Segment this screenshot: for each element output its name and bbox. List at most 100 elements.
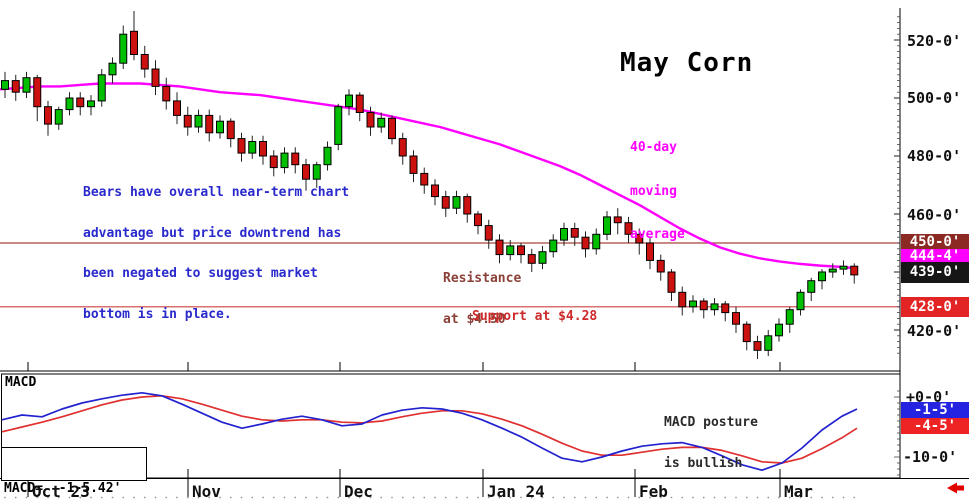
candle-up — [377, 117, 386, 128]
price-axis-label: 460-0' — [907, 206, 962, 224]
candle-down — [291, 152, 300, 166]
macd-posture-label: MACD posture is bullish — [664, 415, 758, 471]
x-axis-month: Mar — [784, 482, 813, 501]
candle-down — [76, 97, 85, 108]
candle-down — [527, 254, 536, 264]
candle-up — [280, 152, 289, 169]
candle-down — [237, 138, 246, 154]
resistance-price-badge: 450-0' — [901, 234, 969, 251]
moving-average-line — [0, 82, 852, 269]
candle-up — [216, 120, 224, 134]
candle-down — [162, 85, 171, 102]
last-price-badge: 439-0' — [901, 262, 969, 283]
candle-up — [818, 271, 826, 282]
support-price-badge: 428-0' — [901, 297, 969, 317]
candle-down — [850, 265, 859, 276]
candle-up — [87, 100, 95, 108]
candle-up — [785, 309, 794, 325]
candle-down — [721, 303, 730, 314]
macd-value: MACD= -1-5.42' — [4, 481, 122, 496]
macd-line-macd — [1, 391, 858, 472]
candle-down — [269, 155, 278, 169]
chart-title: May Corn — [620, 48, 754, 78]
candle-up — [1, 80, 9, 90]
candle-down — [613, 216, 622, 224]
candle-up — [560, 228, 568, 241]
candle-down — [33, 77, 42, 108]
candle-up — [796, 291, 805, 311]
candle-down — [732, 312, 740, 325]
candle-down — [226, 120, 235, 140]
candle-up — [323, 146, 332, 166]
candle-down — [517, 245, 525, 256]
candle-up — [119, 33, 128, 64]
candle-up — [345, 94, 353, 108]
support-label: Support at $4.28 — [472, 309, 598, 324]
candle-up — [592, 233, 601, 250]
candle-down — [173, 100, 181, 116]
candle-up — [764, 335, 773, 351]
candle-down — [646, 242, 654, 261]
x-axis-month: Jan 24 — [487, 482, 545, 501]
candle-down — [420, 172, 429, 186]
candle-down — [140, 54, 149, 70]
scroll-left-arrow-icon[interactable] — [947, 482, 964, 494]
candle-up — [312, 164, 321, 180]
candle-down — [742, 323, 751, 343]
macd-value-badge: -1-5' — [901, 402, 969, 418]
candle-down — [11, 80, 20, 93]
candle-down — [205, 114, 214, 134]
candle-down — [431, 184, 439, 198]
candle-up — [506, 245, 515, 256]
x-axis-month: Dec — [344, 482, 373, 501]
candle-up — [54, 109, 63, 125]
candle-down — [130, 30, 138, 55]
ma-price-badge: 444-4' — [901, 249, 969, 265]
candle-down — [441, 196, 450, 209]
candle-up — [65, 97, 74, 111]
x-axis-month: Oct 23 — [32, 482, 90, 501]
candle-down — [699, 300, 708, 311]
price-axis-label: 520-0' — [907, 32, 962, 50]
candle-down — [388, 117, 396, 140]
price-axis-label: 480-0' — [907, 147, 962, 165]
macd-legend-box: MACD= -1-5.42' MACDA= -4-5.23' — [1, 447, 147, 496]
candle-up — [775, 323, 783, 337]
resistance-label: Resistance at $4.50 — [443, 271, 522, 327]
macd-axis-label: -10-0' — [903, 448, 958, 466]
macd-line-macda — [1, 394, 858, 464]
macd-axis-label: +0-0' — [906, 388, 952, 406]
candle-up — [839, 265, 848, 270]
candle-up — [22, 77, 31, 93]
candle-up — [452, 196, 461, 209]
analyst-comment: Bears have overall near-term chart advan… — [83, 185, 350, 322]
x-axis-month: Feb — [639, 482, 668, 501]
candle-down — [302, 164, 310, 180]
candle-up — [194, 114, 203, 128]
candle-down — [409, 155, 418, 174]
candle-down — [753, 341, 762, 351]
candle-up — [828, 268, 837, 273]
candle-down — [495, 239, 504, 256]
candle-down — [183, 114, 192, 128]
candle-down — [635, 233, 644, 244]
candle-down — [624, 222, 633, 235]
candle-down — [463, 196, 472, 215]
candle-up — [807, 280, 816, 293]
candle-up — [108, 62, 117, 76]
price-axis-label: 500-0' — [907, 89, 962, 107]
candle-down — [667, 271, 676, 293]
x-axis-month: Nov — [192, 482, 221, 501]
candle-up — [334, 106, 343, 145]
price-axis-label: 420-0' — [907, 322, 962, 340]
ma-line-label: 40-day moving average — [630, 140, 685, 242]
candle-up — [538, 251, 547, 264]
candle-down — [366, 112, 375, 128]
macda-value-badge: -4-5' — [901, 418, 969, 434]
candle-down — [581, 236, 590, 250]
candle-down — [355, 94, 364, 113]
candle-down — [656, 259, 665, 273]
candle-up — [549, 239, 558, 253]
